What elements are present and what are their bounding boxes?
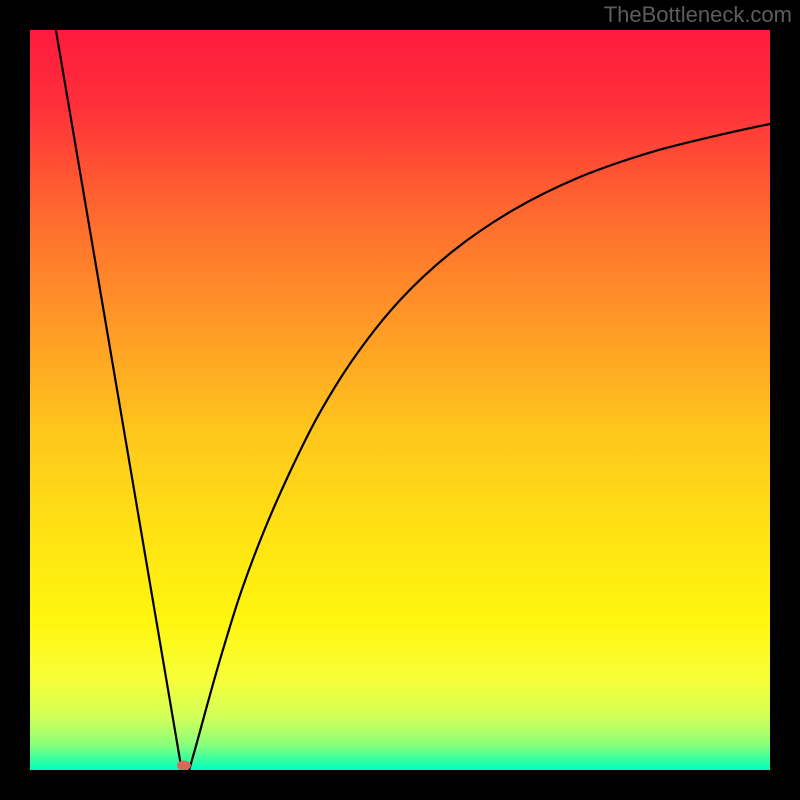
chart-container: TheBottleneck.com xyxy=(0,0,800,800)
gradient-background xyxy=(30,30,770,770)
watermark-text: TheBottleneck.com xyxy=(604,2,792,28)
plot-area xyxy=(0,0,800,800)
minimum-marker xyxy=(177,761,191,771)
chart-svg xyxy=(0,0,800,800)
